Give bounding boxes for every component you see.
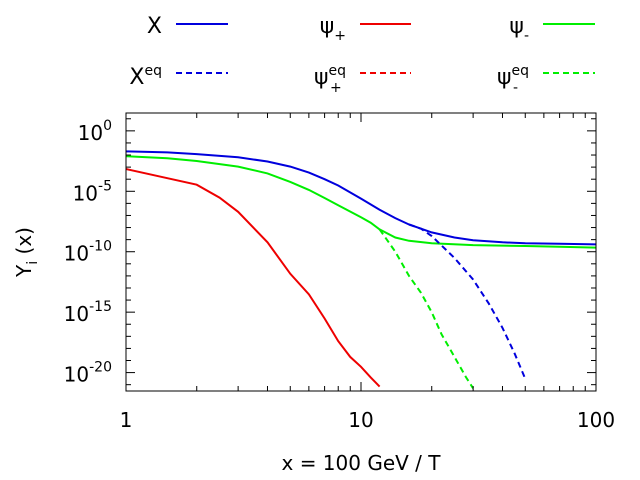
legend-label: ψ- — [509, 14, 529, 44]
y-axis-label-group: Yi (x) — [12, 227, 41, 278]
x-tick-label: 1 — [120, 408, 133, 432]
series-line-3 — [408, 223, 527, 380]
legend-label: ψ+ — [320, 14, 346, 44]
legend-label: ψeq + — [314, 63, 346, 96]
y-tick-label: 100 — [78, 118, 112, 145]
series-line-1 — [126, 168, 381, 388]
series-line-2 — [126, 155, 596, 249]
x-tick-label: 10 — [348, 408, 373, 432]
plot-series-group — [126, 150, 596, 389]
axis-ticks — [125, 113, 596, 391]
axis-tick-labels: 1 10 100 100 10-5 10-10 10-15 10-20 — [64, 118, 615, 432]
y-tick-label: 10-5 — [73, 178, 112, 205]
legend-label: Xeq — [129, 63, 162, 90]
y-axis-label: Yi (x) — [12, 227, 41, 278]
x-tick-label: 100 — [577, 408, 615, 432]
series-line-0 — [126, 150, 596, 246]
legend-label: X — [147, 14, 162, 39]
y-tick-label: 10-20 — [64, 360, 112, 387]
x-axis-label: x = 100 GeV / T — [282, 451, 442, 475]
y-tick-label: 10-15 — [64, 299, 112, 326]
series-line-5 — [378, 228, 474, 389]
legend-label: ψeq - — [497, 63, 529, 96]
y-tick-label: 10-10 — [64, 239, 112, 266]
